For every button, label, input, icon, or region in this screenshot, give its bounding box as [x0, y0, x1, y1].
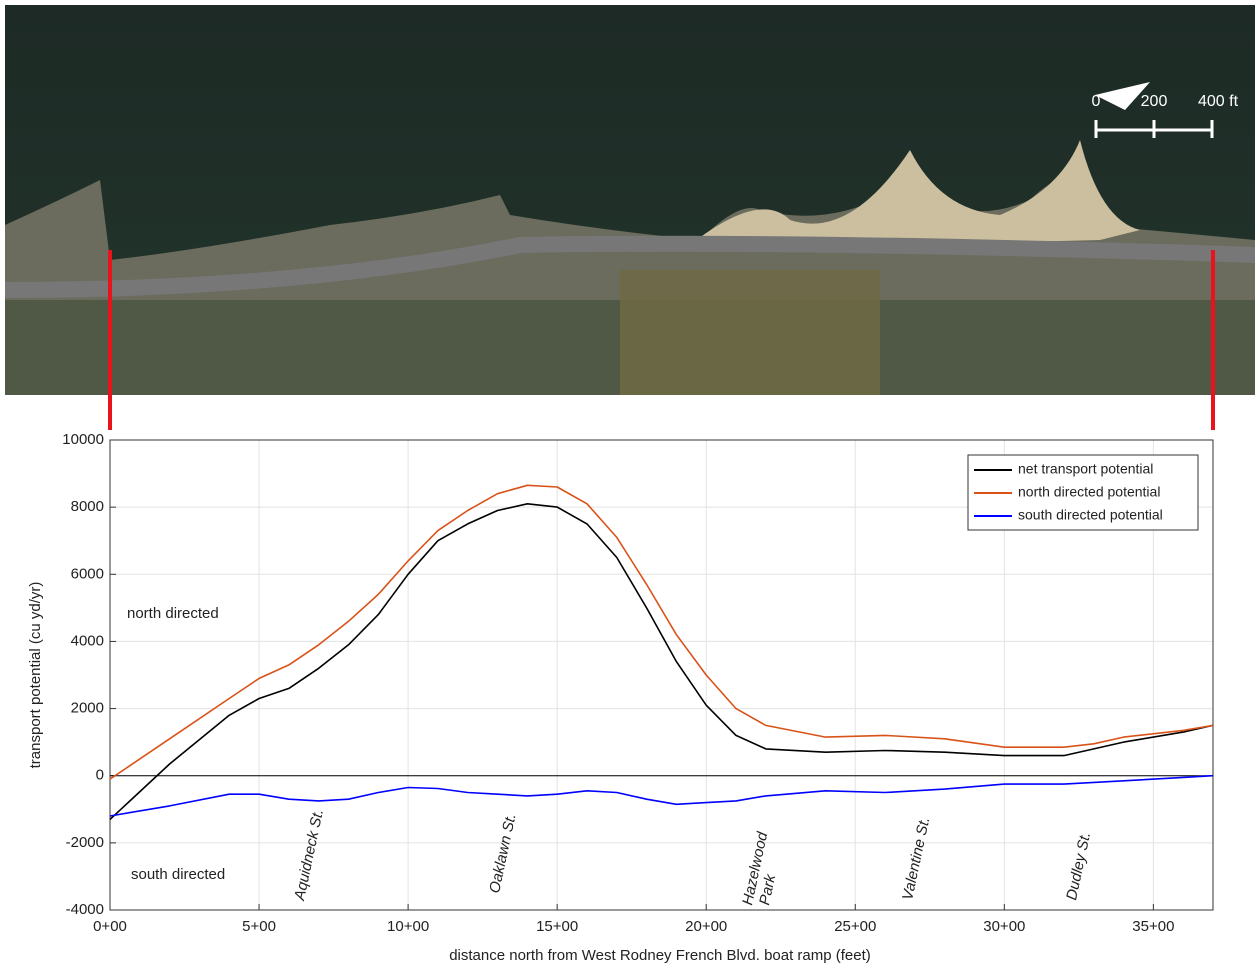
legend-label: net transport potential: [1018, 461, 1153, 477]
x-tick-label: 25+00: [834, 918, 876, 935]
y-tick-label: 8000: [71, 498, 104, 515]
y-tick-label: 4000: [71, 632, 104, 649]
annotation: Park: [756, 871, 779, 906]
x-tick-label: 10+00: [387, 918, 429, 935]
legend-label: south directed potential: [1018, 507, 1163, 523]
series-line: [109, 484, 1214, 780]
annotation: north directed: [127, 605, 219, 622]
x-tick-label: 0+00: [93, 918, 127, 935]
plot-frame: [109, 439, 1214, 911]
scale-label: 0: [1092, 93, 1101, 110]
legend-label: north directed potential: [1018, 484, 1160, 500]
x-tick-label: 15+00: [536, 918, 578, 935]
x-tick-label: 30+00: [983, 918, 1025, 935]
scale-label: 200: [1141, 93, 1168, 110]
y-tick-label: 0: [96, 767, 104, 784]
annotation: south directed: [131, 866, 225, 883]
x-tick-label: 35+00: [1132, 918, 1174, 935]
scale-label: 400 ft: [1198, 93, 1239, 110]
series-line: [109, 774, 1214, 817]
aerial-photo: [4, 5, 1255, 395]
x-axis-label: distance north from West Rodney French B…: [449, 947, 871, 964]
x-tick-label: 20+00: [685, 918, 727, 935]
y-tick-label: -4000: [66, 901, 104, 918]
y-tick-label: 6000: [71, 565, 104, 582]
series-line: [109, 503, 1214, 820]
x-tick-label: 5+00: [242, 918, 276, 935]
y-tick-label: 2000: [71, 700, 104, 717]
y-tick-label: -2000: [66, 834, 104, 851]
y-tick-label: 10000: [62, 431, 104, 448]
y-axis-label: transport potential (cu yd/yr): [27, 582, 44, 769]
